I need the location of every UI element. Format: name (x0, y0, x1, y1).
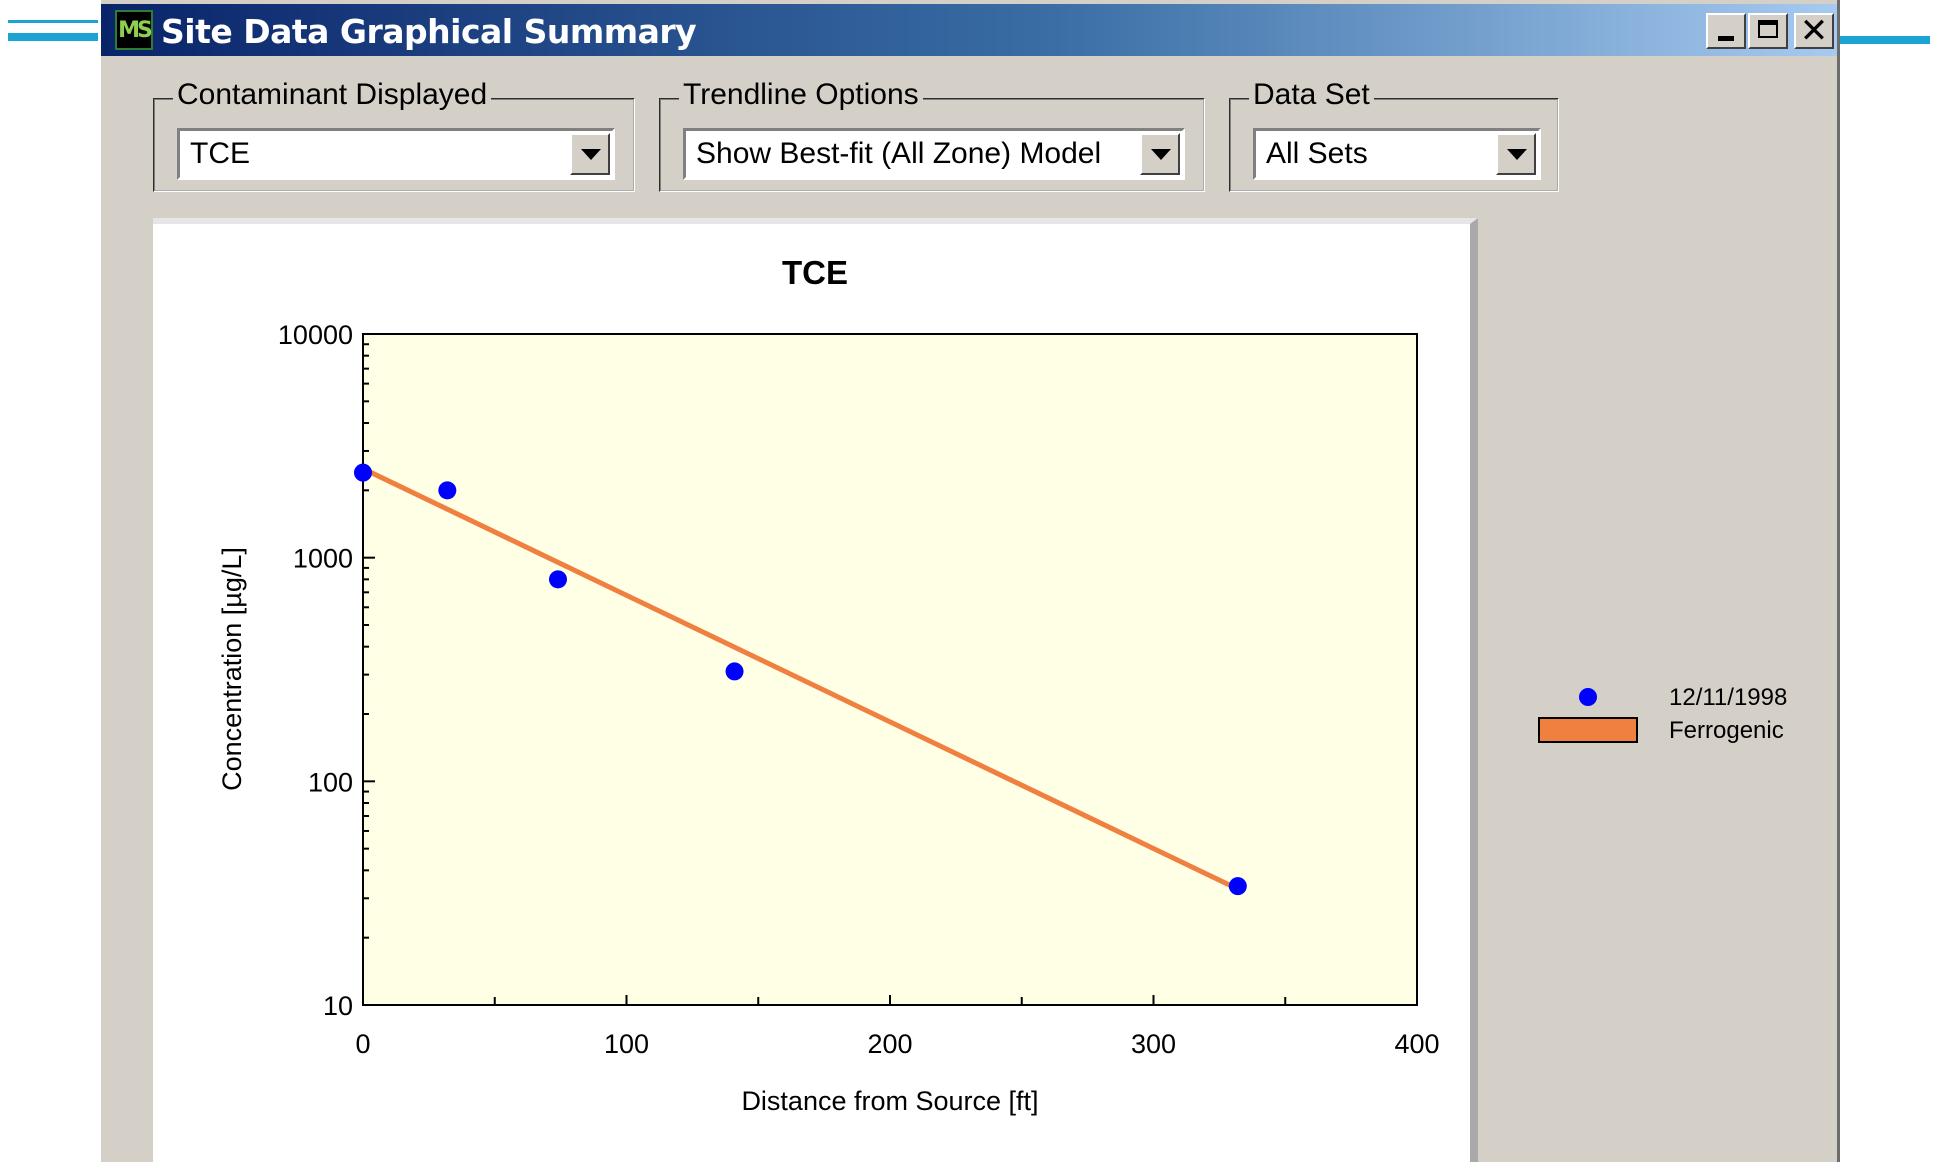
trendline-layer (361, 466, 1239, 892)
legend-swatch-point (1579, 688, 1597, 706)
dataset-value: All Sets (1266, 137, 1368, 170)
contaminant-group: Contaminant Displayed TCE (153, 78, 635, 192)
minimize-icon (1718, 36, 1734, 41)
chart-title: TCE (782, 254, 848, 291)
axes: 0 100 200 300 400 10 100 1000 10000 (278, 320, 1440, 1059)
dataset-dropdown[interactable]: All Sets (1253, 128, 1541, 180)
legend-entry-label: Ferrogenic (1669, 717, 1784, 744)
data-point (438, 481, 457, 500)
decorative-line-left (8, 33, 98, 41)
legend: 12/11/1998 Ferrogenic (1538, 684, 1787, 744)
trendline-group: Trendline Options Show Best-fit (All Zon… (659, 78, 1205, 192)
y-tick-label: 100 (308, 767, 353, 797)
x-tick-label: 100 (604, 1029, 649, 1059)
legend-swatch-line (1538, 717, 1638, 743)
maximize-icon (1758, 20, 1778, 38)
close-button[interactable]: ✕ (1794, 11, 1834, 51)
decorative-line-left-thin (8, 20, 98, 23)
concentration-chart: TCE Distance from Source [ft] Concentrat… (217, 254, 1787, 1116)
app-window: MS Site Data Graphical Summary ✕ Contami… (98, 0, 1840, 1162)
trendline-ferrogenic (361, 466, 1239, 892)
data-point (725, 662, 744, 681)
contaminant-dropdown[interactable]: TCE (177, 128, 615, 180)
contaminant-dropdown-arrow-icon[interactable] (570, 133, 610, 175)
trendline-label: Trendline Options (679, 78, 923, 112)
title-bar[interactable]: MS Site Data Graphical Summary ✕ (101, 4, 1837, 56)
decorative-line-right (1840, 36, 1930, 44)
close-icon: ✕ (1799, 11, 1829, 51)
plot-area (362, 333, 1418, 1006)
data-point (354, 463, 372, 482)
app-icon-glyph: MS (118, 17, 153, 43)
dataset-label: Data Set (1249, 78, 1374, 112)
trendline-dropdown-arrow-icon[interactable] (1140, 133, 1180, 175)
data-point (1228, 877, 1247, 896)
contaminant-label: Contaminant Displayed (173, 78, 492, 112)
y-axis-label: Concentration [µg/L] (217, 547, 247, 791)
y-tick-label: 1000 (293, 544, 353, 574)
maximize-button[interactable] (1748, 13, 1788, 49)
data-point (548, 570, 567, 589)
minimize-button[interactable] (1706, 13, 1746, 49)
window-title: Site Data Graphical Summary (161, 12, 697, 51)
legend-entry-label: 12/11/1998 (1669, 684, 1787, 711)
x-tick-label: 0 (355, 1029, 370, 1059)
trendline-dropdown[interactable]: Show Best-fit (All Zone) Model (683, 128, 1185, 180)
x-tick-label: 400 (1394, 1029, 1439, 1059)
dataset-dropdown-arrow-icon[interactable] (1496, 133, 1536, 175)
x-tick-label: 200 (867, 1029, 912, 1059)
x-axis-label: Distance from Source [ft] (741, 1086, 1038, 1116)
y-tick-label: 10 (323, 991, 353, 1021)
y-tick-label: 10000 (278, 320, 353, 350)
points-layer (354, 463, 1247, 896)
dataset-group: Data Set All Sets (1229, 78, 1559, 192)
app-chart-icon[interactable]: MS (115, 10, 153, 50)
trendline-value: Show Best-fit (All Zone) Model (696, 137, 1102, 170)
x-tick-label: 300 (1131, 1029, 1176, 1059)
contaminant-value: TCE (190, 137, 250, 170)
